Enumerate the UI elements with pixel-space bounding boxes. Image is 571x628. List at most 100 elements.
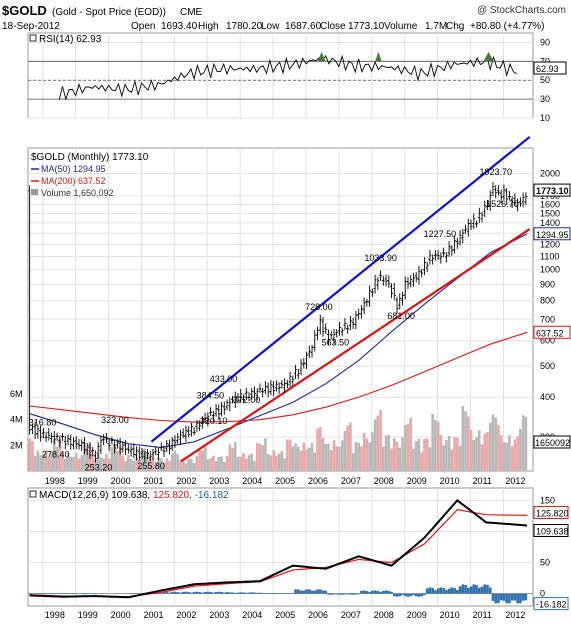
volume-bar: [278, 453, 281, 471]
macd-histogram-bar: [366, 591, 369, 593]
price-tag-text: 1294.95: [536, 230, 569, 240]
volume-bar: [48, 458, 51, 471]
volume-bar: [327, 444, 330, 471]
volume-bar: [311, 443, 314, 471]
volume-bar: [272, 450, 275, 471]
legend-ma50: MA(50) 1294.95: [41, 164, 106, 174]
macd-histogram-bar: [324, 591, 327, 594]
volume-bar: [286, 440, 289, 471]
macd-histogram-bar: [239, 592, 242, 593]
macd-label-hist: , -16.182: [189, 490, 229, 501]
macd-histogram-bar: [355, 594, 358, 595]
macd-histogram-bar: [283, 593, 286, 594]
volume-bar: [322, 438, 325, 471]
volume-bar: [300, 451, 303, 471]
volume-bar: [31, 441, 34, 471]
macd-histogram-bar: [404, 594, 407, 597]
volume-bar: [303, 443, 306, 471]
volume-bar: [393, 439, 396, 471]
volume-bar: [259, 444, 262, 471]
volume-bar: [437, 422, 440, 471]
macd-histogram-bar: [245, 593, 248, 594]
rsi-overbought-fill: [375, 52, 382, 61]
macd-year-label: 2005: [275, 610, 295, 620]
price-year-label: 2008: [374, 476, 394, 486]
volume-bar: [305, 449, 308, 471]
volume-bar: [234, 442, 237, 471]
volume-bar: [267, 454, 270, 471]
volume-bar: [407, 424, 410, 471]
rsi-label: RSI(14) 62.93: [30, 34, 102, 45]
macd-histogram-bar: [234, 593, 237, 594]
macd-histogram-bar: [64, 594, 67, 595]
macd-histogram-bar: [387, 591, 390, 594]
macd-histogram-bar: [305, 589, 308, 593]
volume-bar: [497, 425, 500, 471]
rsi-tick-label: 50: [540, 75, 550, 85]
chg-value: +80.80 (+4.77%): [470, 21, 545, 32]
volume-bar: [80, 455, 83, 471]
macd-histogram-bar: [335, 594, 338, 595]
macd-histogram-bar: [185, 592, 188, 594]
price-tick-label: 1200: [540, 239, 560, 249]
price-tick-label: 400: [540, 392, 555, 402]
volume-bar: [363, 433, 366, 471]
macd-histogram-bar: [511, 594, 514, 601]
volume-bar: [253, 461, 256, 471]
price-annotation: 384.50: [197, 391, 225, 401]
macd-histogram-bar: [176, 592, 179, 594]
price-annotation: 1526.70: [486, 199, 519, 209]
rsi-label-text: RSI(14) 62.93: [39, 34, 102, 45]
volume-bar: [130, 459, 133, 471]
volume-bar: [379, 410, 382, 471]
macd-histogram-bar: [75, 594, 78, 595]
volume-tick-label: 6M: [10, 389, 23, 399]
price-year-label: 2001: [144, 476, 164, 486]
volume-bar: [292, 446, 295, 471]
macd-histogram-bar: [300, 591, 303, 594]
macd-histogram-bar: [352, 594, 355, 595]
price-year-label: 2000: [111, 476, 131, 486]
volume-bar: [78, 459, 81, 471]
macd-panel: 050100150125.820109.638-16.1821998199920…: [28, 488, 569, 620]
volume-bar: [335, 446, 338, 471]
macd-histogram-bar: [165, 592, 168, 593]
macd-histogram-bar: [31, 594, 34, 595]
macd-histogram-bar: [94, 594, 97, 595]
macd-histogram-bar: [525, 594, 528, 601]
price-annotation: 372.00: [233, 395, 261, 405]
symbol-name: (Gold - Spot Price (EOD)): [52, 7, 166, 18]
price-annotation: 316.80: [29, 417, 57, 427]
macd-histogram-bar: [261, 593, 264, 594]
price-year-label: 2012: [505, 476, 525, 486]
macd-histogram-bar: [407, 594, 410, 597]
volume-bar: [448, 436, 451, 471]
macd-histogram-bar: [462, 584, 465, 593]
macd-signal-line: [30, 510, 527, 597]
price-tick-label: 1400: [540, 218, 560, 228]
macd-histogram-bar: [207, 592, 210, 594]
macd-histogram-bar: [264, 593, 267, 594]
volume-bar: [440, 435, 443, 471]
volume-bar: [492, 415, 495, 471]
macd-histogram-bar: [130, 594, 133, 595]
volume-bar: [72, 457, 75, 471]
price-tick-label: 800: [540, 296, 555, 306]
macd-histogram-bar: [215, 592, 218, 594]
macd-histogram-bar: [442, 588, 445, 594]
volume-bar: [459, 446, 462, 471]
macd-histogram-bar: [390, 592, 393, 594]
macd-histogram-bar: [522, 594, 525, 601]
volume-bar: [462, 406, 465, 471]
macd-histogram-bar: [327, 594, 330, 595]
volume-bar: [333, 440, 336, 471]
low-label: Low: [261, 21, 280, 32]
volume-bar: [168, 461, 171, 471]
macd-histogram-bar: [500, 594, 503, 601]
volume-bar: [494, 418, 497, 471]
high-label: High: [198, 21, 219, 32]
macd-histogram-bar: [182, 592, 185, 594]
volume-bar: [185, 463, 188, 471]
price-tag-text: 1773.10: [536, 186, 569, 196]
